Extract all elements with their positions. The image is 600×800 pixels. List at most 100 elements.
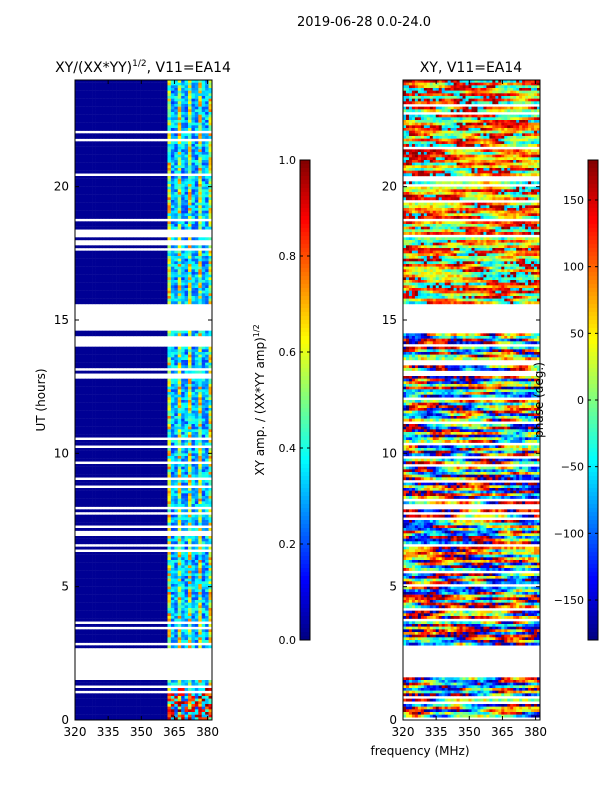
heatmap-cell — [184, 301, 189, 305]
heatmap-cell — [129, 453, 134, 457]
heatmap-cell — [140, 144, 144, 147]
heatmap-cell — [122, 488, 127, 491]
heatmap-cell — [205, 141, 209, 145]
heatmap-cell — [188, 282, 192, 286]
heatmap-cell — [112, 429, 117, 433]
heatmap-cell — [181, 112, 185, 115]
heatmap-cell — [78, 101, 83, 105]
heatmap-cell — [81, 442, 86, 446]
heatmap-cell — [88, 197, 93, 201]
heatmap-cell — [153, 288, 158, 291]
heatmap-cell — [92, 168, 96, 171]
heatmap-cell — [112, 413, 117, 417]
heatmap-cell — [177, 256, 182, 259]
heatmap-cell — [157, 365, 161, 369]
heatmap-cell — [181, 157, 185, 161]
heatmap-cell — [150, 205, 155, 209]
heatmap-cell — [188, 426, 192, 430]
heatmap-cell — [126, 277, 131, 281]
heatmap-cell — [116, 90, 120, 94]
heatmap-cell — [201, 386, 206, 390]
heatmap-cell — [75, 237, 79, 241]
heatmap-cell — [143, 189, 148, 193]
heatmap-cell — [140, 293, 144, 297]
heatmap-cell — [85, 253, 89, 257]
heatmap-cell — [143, 378, 148, 382]
heatmap-cell — [143, 154, 148, 158]
heatmap-cell — [133, 117, 137, 121]
heatmap-cell — [143, 450, 148, 454]
heatmap-cell — [184, 357, 189, 361]
heatmap-cell — [205, 282, 209, 286]
heatmap-cell — [181, 416, 185, 419]
heatmap-cell — [157, 181, 161, 185]
heatmap-cell — [157, 176, 161, 179]
heatmap-cell — [184, 296, 189, 299]
heatmap-cell — [153, 456, 158, 459]
heatmap-cell — [133, 261, 137, 265]
heatmap-cell — [126, 125, 131, 129]
heatmap-cell — [98, 378, 103, 382]
heatmap-cell — [184, 141, 189, 145]
heatmap-cell — [116, 389, 120, 393]
heatmap-cell — [133, 224, 137, 227]
heatmap-cell — [95, 448, 100, 451]
heatmap-cell — [184, 381, 189, 385]
heatmap-cell — [140, 288, 144, 291]
heatmap-cell — [208, 440, 213, 443]
heatmap-cell — [126, 165, 131, 169]
heatmap-cell — [85, 496, 89, 499]
heatmap-cell — [143, 106, 148, 110]
heatmap-cell — [198, 176, 203, 179]
heatmap-cell — [194, 216, 199, 219]
heatmap-cell — [181, 210, 185, 214]
heatmap-cell — [109, 357, 113, 361]
heatmap-cell — [136, 469, 141, 473]
heatmap-cell — [194, 258, 199, 262]
heatmap-cell — [140, 285, 144, 289]
heatmap-cell — [88, 88, 93, 91]
heatmap-cell — [85, 354, 89, 358]
heatmap-cell — [167, 440, 172, 443]
heatmap-cell — [167, 357, 172, 361]
heatmap-cell — [143, 224, 148, 227]
heatmap-cell — [126, 93, 131, 97]
heatmap-cell — [133, 197, 137, 201]
heatmap-cell — [75, 490, 79, 494]
heatmap-cell — [170, 488, 175, 491]
heatmap-cell — [167, 162, 172, 166]
heatmap-cell — [167, 453, 172, 457]
heatmap-cell — [194, 330, 199, 334]
heatmap-cell — [208, 120, 213, 123]
heatmap-cell — [167, 280, 172, 283]
heatmap-cell — [92, 360, 96, 363]
heatmap-cell — [194, 149, 199, 153]
heatmap-cell — [157, 184, 161, 187]
heatmap-cell — [164, 245, 168, 249]
heatmap-cell — [102, 258, 107, 262]
heatmap-cell — [157, 136, 161, 139]
heatmap-cell — [164, 216, 168, 219]
heatmap-cell — [75, 274, 79, 278]
heatmap-cell — [160, 160, 165, 163]
heatmap-cell — [105, 256, 110, 259]
heatmap-cell — [88, 456, 93, 459]
heatmap-cell — [201, 480, 206, 483]
heatmap-cell — [164, 464, 168, 467]
heatmap-cell — [85, 237, 89, 241]
heatmap-cell — [143, 442, 148, 446]
heatmap-cell — [201, 418, 206, 422]
heatmap-cell — [92, 109, 96, 113]
heatmap-cell — [146, 410, 151, 414]
heatmap-cell — [177, 482, 182, 486]
heatmap-cell — [81, 474, 86, 478]
heatmap-cell — [150, 197, 155, 201]
heatmap-cell — [157, 464, 161, 467]
heatmap-cell — [198, 426, 203, 430]
heatmap-cell — [129, 250, 134, 254]
heatmap-cell — [140, 400, 144, 403]
heatmap-cell — [164, 466, 168, 470]
heatmap-cell — [188, 216, 192, 219]
heatmap-cell — [126, 210, 131, 214]
heatmap-cell — [177, 402, 182, 406]
